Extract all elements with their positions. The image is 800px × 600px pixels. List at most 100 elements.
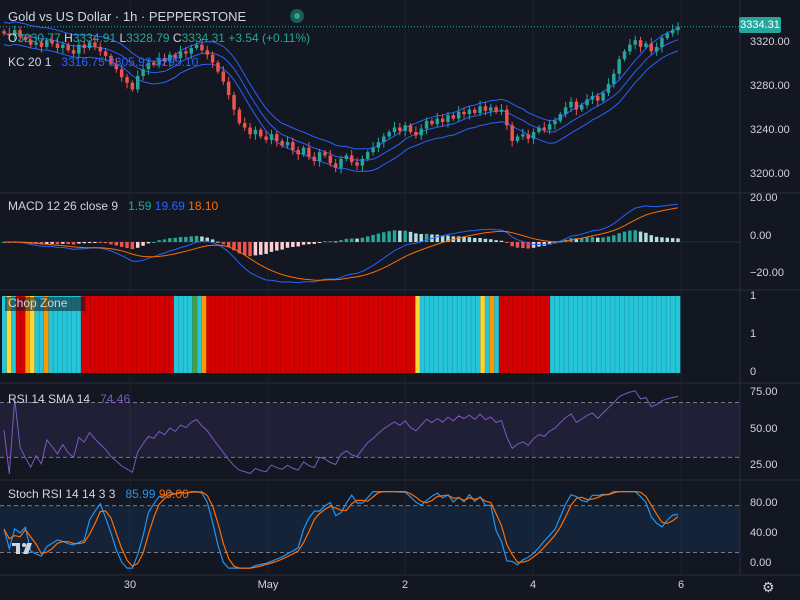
rsi-tick: 25.00 xyxy=(750,459,778,471)
candle-body xyxy=(440,118,445,122)
chop-bar xyxy=(317,296,323,373)
candle-body xyxy=(210,54,215,63)
rsi-tick: 75.00 xyxy=(750,386,778,398)
chop-bar xyxy=(475,296,481,373)
candle-body xyxy=(414,132,418,136)
chop-legend[interactable]: Chop Zone xyxy=(8,296,67,310)
macd-hist-bar xyxy=(483,238,488,242)
stoch-tick: 40.00 xyxy=(750,527,778,539)
candle-body xyxy=(472,109,477,113)
macd-hist-bar xyxy=(371,234,375,242)
candle-body xyxy=(398,127,402,131)
chop-bar xyxy=(34,296,40,373)
candle-body xyxy=(226,81,231,96)
candle-body xyxy=(152,62,156,65)
chop-bar xyxy=(229,296,235,373)
symbol-title[interactable]: Gold vs US Dollar · 1h · PEPPERSTONE xyxy=(8,9,247,24)
macd-tick: 0.00 xyxy=(750,230,772,242)
price-tick: 3200.00 xyxy=(750,168,790,180)
macd-hist-bar xyxy=(323,241,327,243)
chop-bar xyxy=(197,296,202,373)
macd-hist-bar xyxy=(612,235,616,242)
chop-bar xyxy=(136,296,142,373)
macd-hist-bar xyxy=(462,236,466,242)
candle-body xyxy=(596,96,600,101)
macd-tick: −20.00 xyxy=(750,267,784,279)
macd-hist-bar xyxy=(216,241,220,243)
macd-hist-bar xyxy=(590,237,595,242)
tradingview-logo-icon[interactable] xyxy=(12,540,38,560)
candle-body xyxy=(542,127,547,130)
chop-bar xyxy=(322,296,328,373)
candle-body xyxy=(574,101,579,110)
macd-hist-bar xyxy=(269,242,274,252)
kc-legend[interactable]: KC 20 1 3316.75 3305.92 3295.10 xyxy=(8,55,198,69)
change-value: +3.54 (+0.11%) xyxy=(228,31,311,45)
chop-bar xyxy=(266,296,272,373)
price-tick: 3320.00 xyxy=(750,36,790,48)
macd-hist-bar xyxy=(478,238,482,242)
chop-bar xyxy=(666,296,672,373)
chop-bar xyxy=(71,296,77,373)
macd-hist-bar xyxy=(419,233,423,242)
candle-body xyxy=(98,46,103,52)
chop-tick: 1 xyxy=(750,290,757,302)
chop-bar xyxy=(132,296,137,373)
candle-body xyxy=(275,134,279,141)
market-open-icon xyxy=(290,9,304,23)
chop-bar xyxy=(85,296,91,373)
macd-hist-bar xyxy=(644,232,648,242)
rsi-band xyxy=(0,402,740,458)
candle-body xyxy=(665,33,670,38)
rsi-legend[interactable]: RSI 14 SMA 14 74.46 xyxy=(8,392,130,406)
chop-bar xyxy=(331,296,337,373)
candle-body xyxy=(622,51,627,60)
chop-name: Chop Zone xyxy=(8,296,68,310)
macd-hist-bar xyxy=(317,242,322,243)
chop-bar xyxy=(656,296,662,373)
chop-bar xyxy=(670,296,676,373)
candle-body xyxy=(494,107,498,112)
chop-bar xyxy=(526,296,532,373)
candle-body xyxy=(34,42,38,45)
chop-bar xyxy=(169,296,175,373)
time-tick: 2 xyxy=(401,579,409,591)
stoch-k-value: 85.99 xyxy=(125,487,156,501)
chop-bar xyxy=(503,296,509,373)
chop-bar xyxy=(90,296,96,373)
stoch-name: Stoch RSI xyxy=(8,487,63,501)
chop-bar xyxy=(531,296,537,373)
stoch-legend[interactable]: Stoch RSI 14 14 3 3 85.99 90.00 xyxy=(8,487,189,501)
rsi-params: 14 SMA 14 xyxy=(31,392,91,406)
chop-bar xyxy=(392,296,398,373)
macd-hist-bar xyxy=(424,233,429,242)
macd-hist-bar xyxy=(205,237,210,242)
grid xyxy=(129,0,682,575)
candle-body xyxy=(649,43,653,52)
chop-bar xyxy=(638,296,644,373)
stoch-d-value: 90.00 xyxy=(158,487,189,501)
stoch-k-line xyxy=(3,491,679,569)
chop-bar xyxy=(2,296,7,373)
chop-bar xyxy=(183,296,189,373)
candle-body xyxy=(387,132,391,137)
chop-bar xyxy=(53,296,59,373)
chop-bar xyxy=(614,296,620,373)
chop-bar xyxy=(540,296,546,373)
macd-hist-bar xyxy=(638,231,643,242)
chop-bar xyxy=(234,296,240,373)
chop-bar xyxy=(313,296,319,373)
candle-body xyxy=(216,62,220,72)
chop-bar xyxy=(113,296,119,373)
macd-hist-bar xyxy=(665,237,670,242)
candle-body xyxy=(242,123,247,128)
chop-bar xyxy=(164,296,170,373)
macd-legend[interactable]: MACD 12 26 close 9 1.59 19.69 18.10 xyxy=(8,199,218,213)
macd-hist-value: 1.59 xyxy=(128,199,152,213)
settings-gear-icon[interactable]: ⚙ xyxy=(762,579,775,595)
macd-hist-bar xyxy=(649,235,653,242)
chop-bar xyxy=(299,296,305,373)
macd-hist-bar xyxy=(280,242,284,250)
macd-name: MACD xyxy=(8,199,44,213)
